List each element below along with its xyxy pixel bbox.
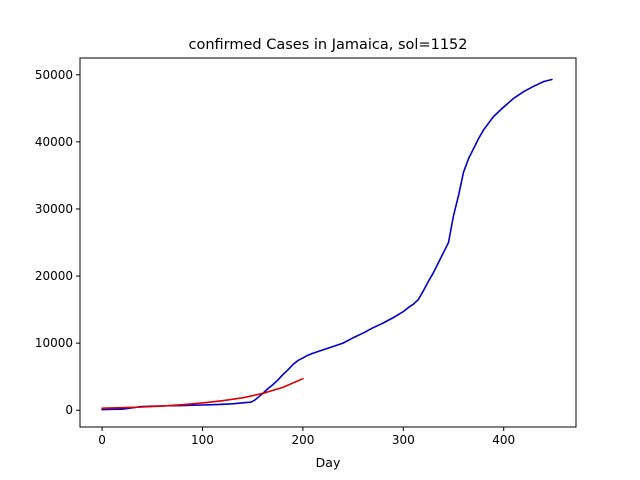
y-tick-label: 40000 bbox=[35, 135, 73, 149]
series-layer bbox=[101, 78, 553, 411]
x-tick-label: 300 bbox=[392, 433, 415, 447]
y-tick-label: 30000 bbox=[35, 202, 73, 216]
chart-title: confirmed Cases in Jamaica, sol=1152 bbox=[189, 37, 468, 53]
x-tick-label: 100 bbox=[191, 433, 214, 447]
x-tick-label: 200 bbox=[291, 433, 314, 447]
x-tick-label: 400 bbox=[492, 433, 515, 447]
y-tick-label: 20000 bbox=[35, 269, 73, 283]
y-tick-label: 50000 bbox=[35, 68, 73, 82]
plot-area-frame bbox=[79, 57, 577, 428]
y-tick-label: 10000 bbox=[35, 336, 73, 350]
series-line-2 bbox=[101, 377, 304, 410]
x-axis-label: Day bbox=[316, 455, 341, 470]
y-tick-label: 0 bbox=[65, 403, 73, 417]
y-axis-ticks: 0 10000 20000 30000 40000 50000 bbox=[35, 68, 80, 417]
x-axis-ticks: 0 100 200 300 400 bbox=[98, 427, 515, 447]
x-tick-label: 0 bbox=[98, 433, 106, 447]
series-line-1 bbox=[101, 78, 553, 411]
